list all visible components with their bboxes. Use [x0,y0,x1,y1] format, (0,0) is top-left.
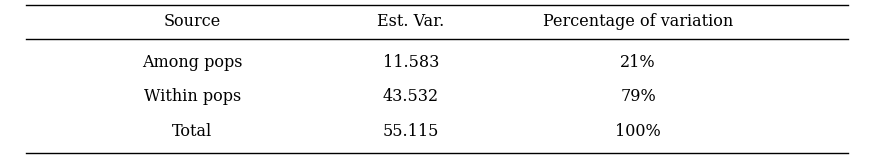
Text: Est. Var.: Est. Var. [378,13,444,30]
Text: Among pops: Among pops [142,54,242,71]
Text: Source: Source [163,13,221,30]
Text: 21%: 21% [621,54,656,71]
Text: Total: Total [172,123,212,139]
Text: 11.583: 11.583 [383,54,439,71]
Text: 100%: 100% [615,123,661,139]
Text: Percentage of variation: Percentage of variation [543,13,733,30]
Text: 55.115: 55.115 [383,123,439,139]
Text: 43.532: 43.532 [383,88,439,105]
Text: 79%: 79% [621,88,656,105]
Text: Within pops: Within pops [143,88,241,105]
